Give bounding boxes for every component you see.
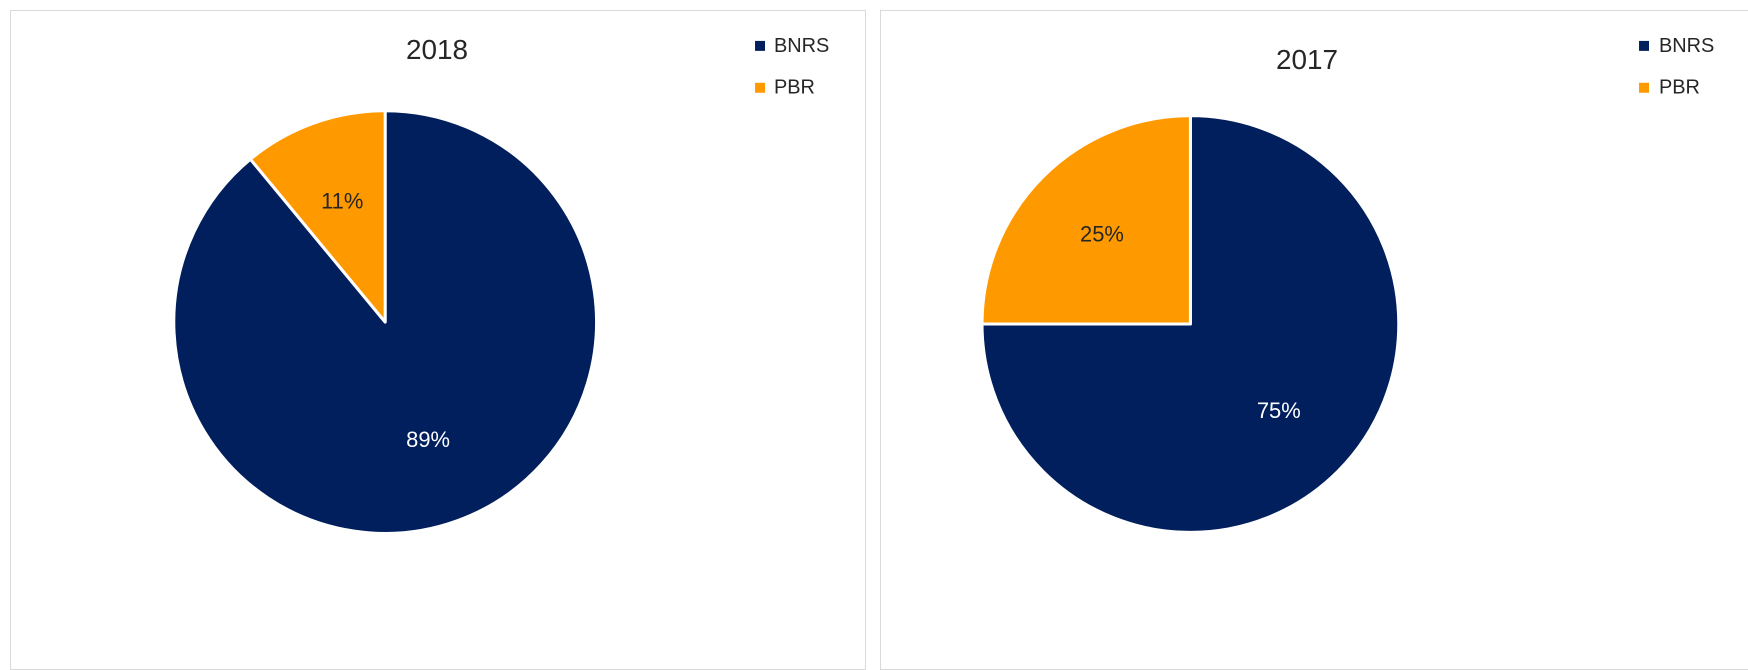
legend-swatch-bnrs bbox=[1639, 40, 1649, 51]
pie-slice-pbr bbox=[248, 109, 387, 324]
legend-swatch-pbr bbox=[755, 82, 766, 93]
data-label-bnrs: 89% bbox=[406, 427, 450, 452]
chart-panel-2017: 2017 75% 25% BNRS PBR bbox=[880, 10, 1748, 670]
chart-title: 2017 bbox=[1276, 44, 1338, 75]
pie-slice-pbr bbox=[980, 114, 1192, 326]
legend: BNRS PBR bbox=[1639, 35, 1714, 99]
data-labels: 89% 11% bbox=[321, 189, 450, 453]
chart-panel-2018: 2018 89% 11% BNRS PBR bbox=[10, 10, 866, 670]
legend-label-pbr: PBR bbox=[774, 77, 815, 99]
legend-label-bnrs: BNRS bbox=[774, 35, 829, 57]
legend-swatch-pbr bbox=[1639, 82, 1649, 93]
legend-swatch-bnrs bbox=[755, 40, 766, 51]
data-label-pbr: 25% bbox=[1080, 221, 1124, 246]
legend-label-pbr: PBR bbox=[1659, 77, 1700, 99]
chart-title: 2018 bbox=[406, 34, 468, 65]
pie-slices bbox=[980, 114, 1401, 534]
pie-chart-2018: 2018 89% 11% BNRS PBR bbox=[172, 34, 829, 535]
data-label-bnrs: 75% bbox=[1257, 398, 1301, 423]
pie-slices bbox=[172, 109, 598, 535]
pie-slice-bnrs bbox=[980, 114, 1401, 534]
legend-label-bnrs: BNRS bbox=[1659, 35, 1714, 57]
pie-chart-2017: 2017 75% 25% BNRS PBR bbox=[980, 35, 1714, 534]
data-labels: 75% 25% bbox=[1080, 221, 1301, 423]
legend: BNRS PBR bbox=[755, 35, 829, 99]
data-label-pbr: 11% bbox=[321, 189, 363, 214]
